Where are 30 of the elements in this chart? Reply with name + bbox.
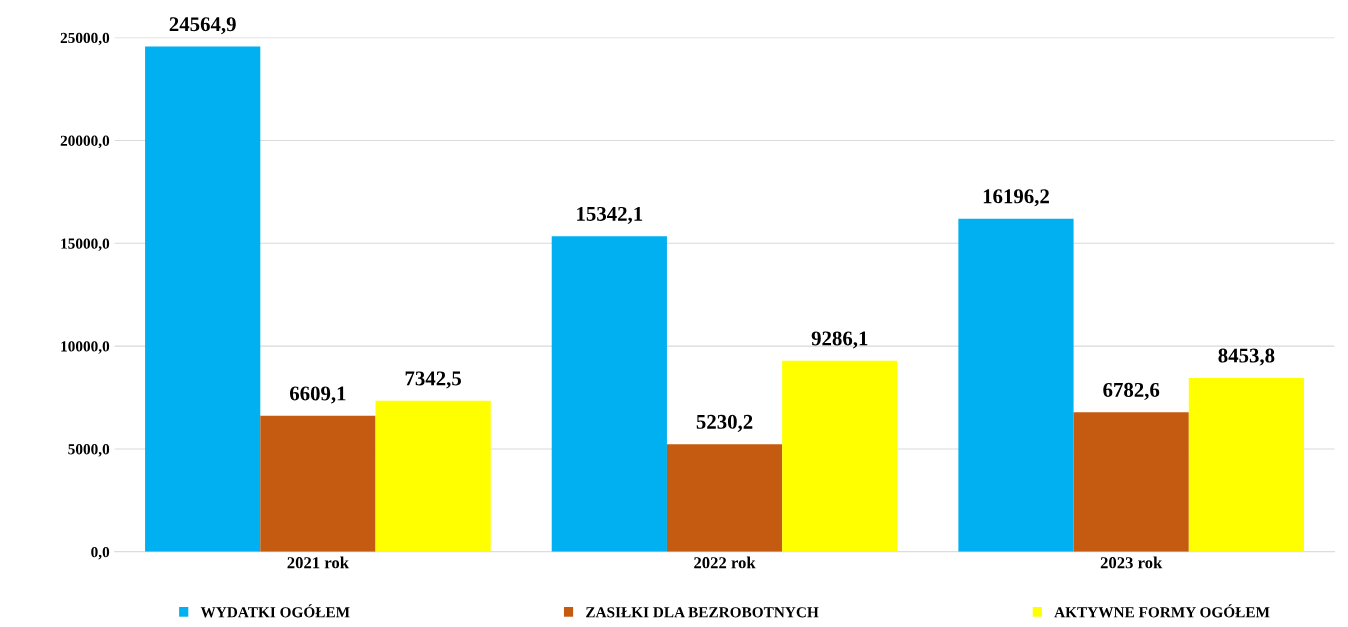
bar bbox=[260, 415, 376, 552]
data-label: 16196,2 bbox=[983, 189, 1049, 207]
y-tick-label: 15000,0 bbox=[61, 238, 110, 251]
x-tick-label: 2021 rok bbox=[287, 556, 349, 569]
data-label: 6782,6 bbox=[1103, 382, 1160, 400]
data-label: 7342,5 bbox=[405, 371, 461, 389]
y-tick-label: 0,0 bbox=[91, 546, 110, 560]
y-tick-label: 20000,0 bbox=[60, 135, 110, 149]
bar bbox=[666, 444, 783, 552]
data-label: 6609,1 bbox=[289, 386, 346, 404]
bar bbox=[958, 218, 1074, 552]
data-label: 15342,1 bbox=[577, 206, 643, 224]
bar bbox=[145, 46, 261, 552]
legend-label: AKTYWNE FORMY OGÓŁEM bbox=[1054, 604, 1270, 618]
bar bbox=[782, 360, 898, 552]
y-tick-label: 10000,0 bbox=[61, 341, 110, 354]
legend-label: ZASIŁKI DLA BEZROBOTNYCH bbox=[586, 607, 819, 618]
bar bbox=[1073, 412, 1189, 552]
y-tick-label: 25000,0 bbox=[60, 32, 110, 46]
y-tick-label: 5000,0 bbox=[68, 444, 110, 457]
bar bbox=[1188, 377, 1305, 552]
legend-label: WYDATKI OGÓŁEM bbox=[200, 604, 350, 618]
bar bbox=[551, 236, 667, 552]
x-tick-label: 2022 rok bbox=[694, 556, 756, 569]
bar bbox=[375, 400, 491, 552]
data-label: 8453,8 bbox=[1218, 348, 1275, 366]
data-label: 24564,9 bbox=[169, 17, 236, 35]
data-label: 5230,2 bbox=[696, 414, 753, 432]
data-label: 9286,1 bbox=[811, 331, 868, 349]
x-tick-label: 2023 rok bbox=[1100, 556, 1163, 569]
